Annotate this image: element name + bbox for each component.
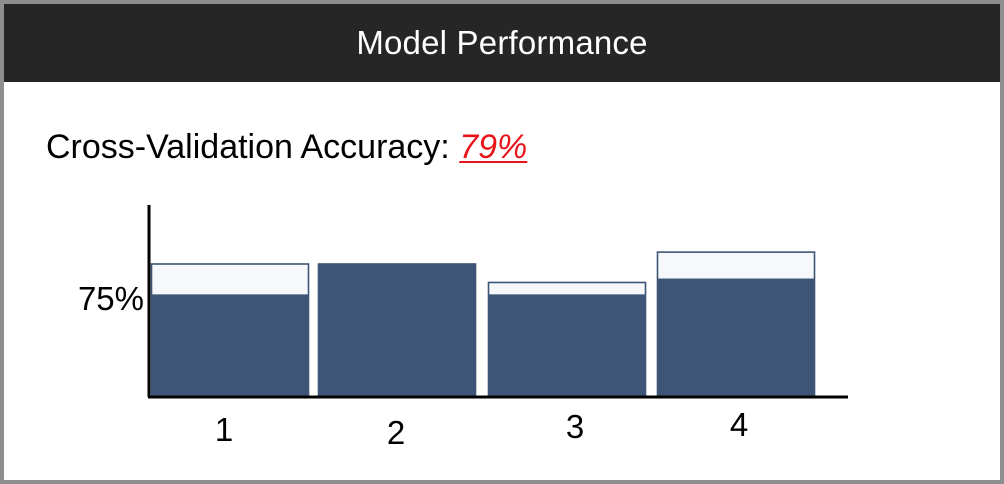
cv-accuracy-line: Cross-Validation Accuracy: 79% xyxy=(46,128,527,167)
bar-3-fill xyxy=(488,294,646,396)
bar-4-fill xyxy=(657,278,815,396)
bar-2-fill xyxy=(318,264,476,396)
y-tick-label: 75% xyxy=(78,280,144,317)
x-tick-label-1: 1 xyxy=(215,411,233,448)
panel-header: Model Performance xyxy=(4,4,1000,82)
x-tick-label-3: 3 xyxy=(566,408,584,445)
cv-accuracy-value: 79% xyxy=(459,128,528,166)
panel-title: Model Performance xyxy=(356,24,648,61)
cv-accuracy-label: Cross-Validation Accuracy: xyxy=(46,128,450,166)
x-tick-label-4: 4 xyxy=(730,406,748,443)
x-tick-label-2: 2 xyxy=(387,414,405,451)
bar-1-fill xyxy=(151,294,309,396)
